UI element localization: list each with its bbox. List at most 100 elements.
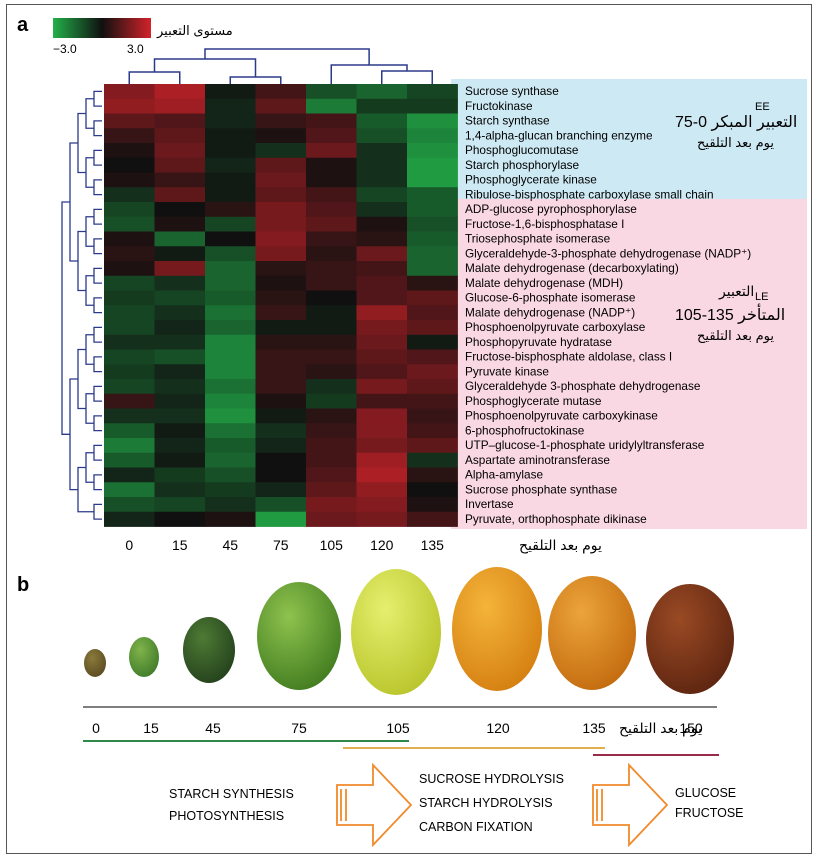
heatmap-cell — [154, 113, 206, 129]
heatmap-cell — [306, 452, 357, 468]
heatmap-cell — [205, 246, 256, 262]
heatmap-cell — [104, 511, 155, 527]
heatmap-cell — [205, 305, 256, 321]
row-label: Phosphoenolpyruvate carboxylase — [465, 320, 646, 334]
heatmap-cell — [205, 216, 256, 232]
process-arrows — [336, 762, 669, 848]
heatmap-cell — [306, 246, 357, 262]
row-label: Glyceraldehyde-3-phosphate dehydrogenase… — [465, 246, 751, 260]
heatmap-cell — [154, 511, 206, 527]
heatmap-cell — [407, 349, 458, 365]
heatmap-cell — [356, 172, 408, 188]
heatmap-cell — [356, 334, 408, 350]
heatmap-cell — [407, 143, 458, 159]
heatmap-cell — [306, 482, 357, 498]
dendrogram-branch — [93, 385, 102, 402]
heatmap-cell — [407, 408, 458, 424]
heatmap-cell — [255, 349, 307, 365]
day-label: 0 — [92, 720, 100, 736]
dendrogram-branch — [69, 378, 78, 491]
heatmap-cell — [205, 143, 256, 159]
day-label: 135 — [582, 720, 606, 736]
heatmap-cell — [205, 172, 256, 188]
heatmap-cell — [154, 157, 206, 173]
heatmap-cell — [356, 349, 408, 365]
heatmap-cell — [407, 157, 458, 173]
ee-line-1: التعبير المبكر 0-75 — [675, 114, 797, 132]
dendrogram-branch — [85, 452, 94, 483]
row-label: Glyceraldehyde 3-phosphate dehydrogenase — [465, 379, 701, 393]
heatmap-cell — [306, 305, 357, 321]
heatmap-cell — [205, 349, 256, 365]
arrow-1 — [336, 762, 413, 848]
heatmap-cell — [104, 128, 155, 144]
heatmap-cell — [205, 482, 256, 498]
heatmap-cell — [306, 275, 357, 291]
heatmap-cell — [205, 452, 256, 468]
day-labels: 0 15 45 75 105 120 135 150 — [92, 720, 703, 736]
heatmap-cell — [205, 438, 256, 454]
heatmap-cell — [104, 497, 155, 513]
column-label: 120 — [370, 537, 394, 553]
heatmap-cell — [104, 202, 155, 218]
panel-a-label: a — [17, 14, 29, 36]
heatmap-cell — [104, 98, 155, 114]
heatmap-cell — [356, 202, 408, 218]
heatmap-cell — [306, 216, 357, 232]
heatmap-cell — [356, 305, 408, 321]
row-label: Malate dehydrogenase (MDH) — [465, 276, 623, 290]
heatmap-cell — [306, 98, 357, 114]
heatmap-cell — [255, 467, 307, 483]
row-label: Starch synthase — [465, 114, 550, 128]
row-label: Malate dehydrogenase (NADP⁺) — [465, 305, 635, 319]
heatmap-cell — [407, 216, 458, 232]
heatmap-cell — [255, 497, 307, 513]
heatmap-cell — [356, 393, 408, 409]
x-axis-title: يوم بعد التلقيح — [519, 537, 602, 554]
heatmap-cell — [255, 393, 307, 409]
heatmap-cell — [154, 202, 206, 218]
row-label: Pyruvate kinase — [465, 364, 549, 378]
heatmap-cell — [356, 497, 408, 513]
row-label: Aspartate aminotransferase — [465, 453, 610, 467]
dendrogram-branch — [61, 201, 70, 435]
dendrogram-branch — [93, 208, 102, 225]
heatmap-cell — [104, 113, 155, 129]
dendrogram-branch — [77, 348, 86, 410]
row-label: Starch phosphorylase — [465, 158, 580, 172]
dendrogram-branch — [77, 112, 86, 174]
le-line-3: يوم بعد التلقيح — [697, 328, 774, 344]
heatmap-cell — [104, 143, 155, 159]
heatmap-cell — [154, 172, 206, 188]
heatmap-cell — [104, 467, 155, 483]
process-1-line-2: PHOTOSYNTHESIS — [169, 809, 284, 823]
day-label: 150 — [679, 720, 703, 736]
heatmap-cell — [356, 275, 408, 291]
heatmap-cell — [306, 128, 357, 144]
heatmap-cell — [154, 334, 206, 350]
heatmap-cell — [104, 364, 155, 380]
heatmap-cell — [255, 408, 307, 424]
dendrogram-branch — [93, 179, 102, 196]
heatmap-cell — [255, 275, 307, 291]
heatmap-cell — [154, 438, 206, 454]
heatmap-cell — [205, 497, 256, 513]
dendrogram-branch — [330, 64, 408, 84]
heatmap-cell — [306, 334, 357, 350]
heatmap-cell — [255, 187, 307, 203]
heatmap-cell — [154, 187, 206, 203]
heatmap-cell — [407, 364, 458, 380]
column-label: 45 — [222, 537, 238, 553]
heatmap-cell — [407, 98, 458, 114]
heatmap-cell — [255, 320, 307, 336]
heatmap-cell — [255, 423, 307, 439]
heatmap-cell — [407, 452, 458, 468]
dendrogram-branch — [93, 326, 102, 343]
heatmap-cell — [306, 187, 357, 203]
heatmap-cell — [356, 511, 408, 527]
heatmap-cell — [154, 467, 206, 483]
le-line-2: المتأخر 135-105 — [675, 303, 785, 325]
heatmap-cell — [205, 261, 256, 277]
heatmap-cell — [407, 113, 458, 129]
column-label: 0 — [125, 537, 133, 553]
